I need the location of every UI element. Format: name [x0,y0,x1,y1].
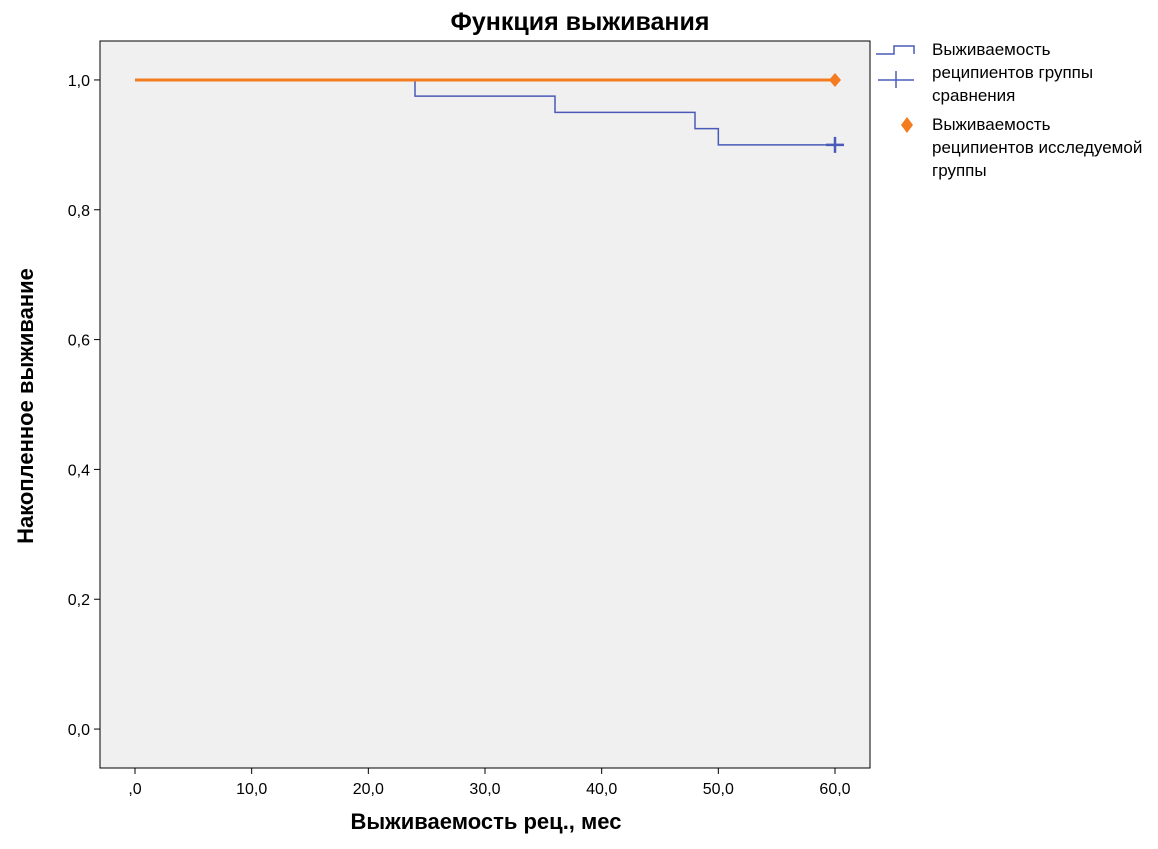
y-tick-label: 1,0 [68,73,90,90]
chart-title: Функция выживания [451,8,710,36]
x-tick-label: ,0 [128,781,141,798]
x-tick-label: 50,0 [703,781,734,798]
legend-swatch-comparison [876,45,915,88]
series-line-0 [135,79,835,146]
legend-label-comparison: Выживаемость реципиентов группы сравнени… [932,40,1094,105]
x-tick-label: 40,0 [586,781,617,798]
censor-mark-0 [826,136,844,153]
y-tick-label: 0,0 [68,722,90,739]
series-layer [135,72,844,153]
x-axis: ,0 10,0 20,0 30,0 40,0 50,0 60,0 [128,768,851,798]
x-tick-label: 60,0 [819,781,850,798]
plot-area [99,40,871,769]
legend-label-study: Выживаемость реципиентов исследуемой гру… [932,115,1143,180]
x-axis-label: Выживаемость рец., мес [351,809,622,834]
y-tick-label: 0,6 [68,333,90,350]
x-tick-label: 30,0 [469,781,500,798]
y-tick-label: 0,2 [68,592,90,609]
legend-swatch-study [901,117,913,133]
legend-item-study: Выживаемость реципиентов исследуемой гру… [870,113,1155,182]
legend: Выживаемость реципиентов группы сравнени… [870,38,1155,188]
y-axis-label: Накопленное выживание [13,268,38,544]
x-tick-label: 20,0 [353,781,384,798]
legend-item-comparison: Выживаемость реципиентов группы сравнени… [870,38,1155,107]
y-tick-label: 0,4 [68,462,90,479]
y-axis: 0,0 0,2 0,4 0,6 0,8 1,0 [68,73,100,739]
x-tick-label: 10,0 [236,781,267,798]
censor-mark-1 [829,72,841,87]
y-tick-label: 0,8 [68,203,90,220]
